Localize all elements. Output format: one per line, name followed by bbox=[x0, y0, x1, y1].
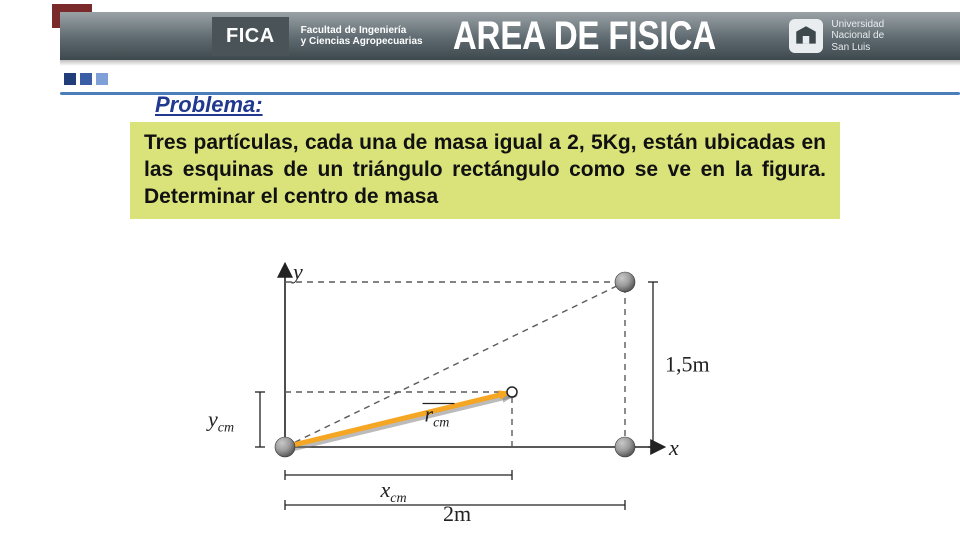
svg-text:y: y bbox=[291, 259, 303, 284]
svg-text:1,5m: 1,5m bbox=[665, 352, 710, 377]
unsl-logo-icon bbox=[789, 19, 823, 53]
unsl-line1: Universidad bbox=[831, 19, 884, 31]
svg-text:2m: 2m bbox=[443, 501, 471, 522]
bullet-sq-3 bbox=[96, 73, 108, 85]
bullet-sq-2 bbox=[80, 73, 92, 85]
bullet-sq-1 bbox=[64, 73, 76, 85]
banner-bar: FICA Facultad de Ingeniería y Ciencias A… bbox=[60, 12, 960, 60]
fica-logo-text: FICA bbox=[212, 17, 289, 56]
faculty-line1: Facultad de Ingeniería bbox=[301, 25, 423, 37]
faculty-name: Facultad de Ingeniería y Ciencias Agrope… bbox=[301, 25, 423, 48]
svg-text:x: x bbox=[668, 435, 679, 460]
header-banner: FICA Facultad de Ingeniería y Ciencias A… bbox=[0, 0, 960, 64]
banner-shadow bbox=[60, 60, 960, 66]
bullet-squares bbox=[64, 73, 108, 85]
svg-text:ycm: ycm bbox=[206, 407, 234, 436]
area-title: AREA DE FISICA bbox=[453, 14, 716, 59]
problem-heading: Problema: bbox=[155, 92, 263, 118]
unsl-line2: Nacional de bbox=[831, 30, 884, 42]
problem-statement-box: Tres partículas, cada una de masa igual … bbox=[130, 122, 840, 219]
faculty-line2: y Ciencias Agropecuarias bbox=[301, 36, 423, 48]
triangle-diagram: yxycmxcmrcm2m1,5m bbox=[195, 257, 755, 522]
unsl-name: Universidad Nacional de San Luis bbox=[831, 19, 884, 54]
svg-text:xcm: xcm bbox=[380, 477, 407, 506]
unsl-line3: San Luis bbox=[831, 42, 884, 54]
problem-statement-text: Tres partículas, cada una de masa igual … bbox=[144, 130, 826, 211]
